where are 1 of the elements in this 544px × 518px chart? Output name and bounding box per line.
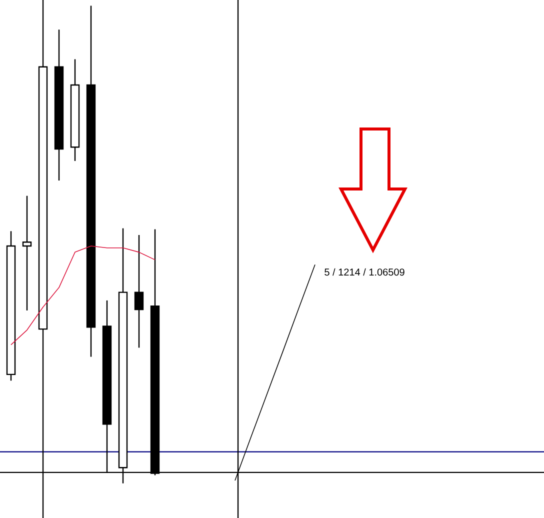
annotation: 5 / 1214 / 1.06509 bbox=[324, 268, 404, 276]
